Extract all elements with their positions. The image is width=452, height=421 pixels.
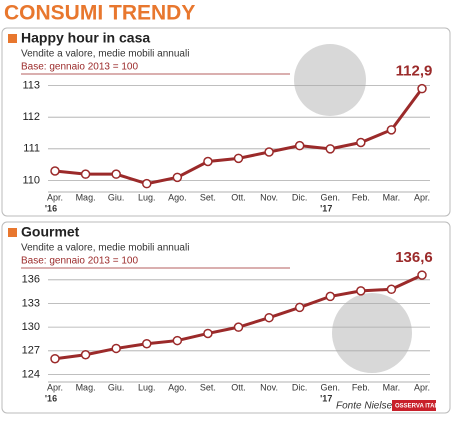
- x-tick-label: Nov.: [260, 382, 278, 392]
- x-tick-label: Mar.: [383, 192, 401, 202]
- y-tick-label: 112: [22, 111, 40, 123]
- x-tick-label: Giu.: [108, 382, 125, 392]
- data-point: [172, 172, 183, 183]
- x-tick-label: Lug.: [138, 382, 156, 392]
- data-point: [111, 169, 121, 179]
- title-marker: [8, 228, 17, 237]
- chart-subtitle: Vendite a valore, medie mobili annuali: [21, 243, 189, 254]
- x-year-label: '17: [320, 203, 332, 213]
- data-point: [356, 137, 366, 148]
- y-tick-label: 110: [22, 174, 40, 186]
- page-title: CONSUMI TRENDY: [4, 2, 195, 25]
- data-point: [386, 125, 397, 135]
- y-tick-label: 130: [22, 321, 40, 333]
- data-point: [233, 322, 244, 332]
- y-tick-label: 133: [22, 297, 40, 309]
- title-marker: [8, 34, 17, 43]
- x-tick-label: Giu.: [108, 192, 125, 202]
- data-label: 136,6: [395, 249, 433, 266]
- data-point: [356, 286, 366, 296]
- data-point: [325, 144, 335, 154]
- data-point: [325, 291, 335, 302]
- data-point: [50, 353, 60, 364]
- x-year-label: '16: [45, 203, 57, 213]
- x-tick-label: Mag.: [76, 192, 96, 202]
- data-point: [142, 338, 152, 349]
- x-tick-label: Set.: [200, 382, 216, 392]
- x-tick-label: Ago.: [168, 382, 187, 392]
- x-tick-label: Feb.: [352, 192, 370, 202]
- y-tick-label: 113: [22, 79, 40, 91]
- y-tick-label: 124: [22, 368, 40, 380]
- y-tick-label: 111: [23, 143, 40, 155]
- chart-title: Gourmet: [21, 224, 80, 240]
- x-tick-label: Lug.: [138, 192, 156, 202]
- source: Fonte Nielsen: [336, 401, 398, 412]
- y-tick-label: 136: [22, 274, 40, 286]
- data-point: [80, 169, 91, 179]
- data-point: [386, 284, 397, 295]
- illustration: [294, 44, 366, 116]
- data-point: [264, 312, 274, 323]
- x-tick-label: Ott.: [231, 192, 246, 202]
- data-point: [172, 335, 183, 346]
- data-point: [233, 153, 244, 164]
- chart-title: Happy hour in casa: [21, 30, 150, 46]
- data-point: [203, 328, 213, 339]
- x-tick-label: Feb.: [352, 382, 370, 392]
- x-tick-label: Ott.: [231, 382, 246, 392]
- x-tick-label: Apr.: [414, 192, 430, 202]
- x-tick-label: Apr.: [47, 192, 63, 202]
- x-tick-label: Gen.: [320, 192, 340, 202]
- y-tick-label: 127: [22, 345, 40, 357]
- chart-note: Base: gennaio 2013 = 100: [21, 256, 138, 267]
- x-tick-label: Dic.: [292, 382, 308, 392]
- x-tick-label: Nov.: [260, 192, 278, 202]
- x-tick-label: Mag.: [76, 382, 96, 392]
- x-year-label: '16: [45, 393, 57, 403]
- data-point: [142, 178, 152, 189]
- x-tick-label: Ago.: [168, 192, 187, 202]
- illustration: [332, 293, 412, 373]
- chart-subtitle: Vendite a valore, medie mobili annuali: [21, 49, 189, 60]
- x-tick-label: Set.: [200, 192, 216, 202]
- x-year-label: '17: [320, 393, 332, 403]
- x-tick-label: Apr.: [47, 382, 63, 392]
- x-tick-label: Gen.: [320, 382, 340, 392]
- data-point: [264, 147, 274, 157]
- data-label: 112,9: [396, 63, 433, 80]
- logo: OSSERVA ITALIA: [395, 404, 445, 410]
- data-point: [294, 302, 305, 313]
- data-point: [417, 83, 427, 94]
- x-tick-label: Mar.: [383, 382, 401, 392]
- data-point: [80, 350, 91, 360]
- panel: [1, 221, 451, 414]
- data-point: [111, 343, 121, 354]
- x-tick-label: Dic.: [292, 192, 308, 202]
- logo-box: [392, 400, 436, 411]
- data-point: [50, 166, 60, 176]
- data-point: [203, 156, 213, 167]
- data-point: [417, 270, 427, 280]
- data-point: [294, 140, 305, 151]
- chart-note: Base: gennaio 2013 = 100: [21, 62, 138, 73]
- x-tick-label: Apr.: [414, 382, 430, 392]
